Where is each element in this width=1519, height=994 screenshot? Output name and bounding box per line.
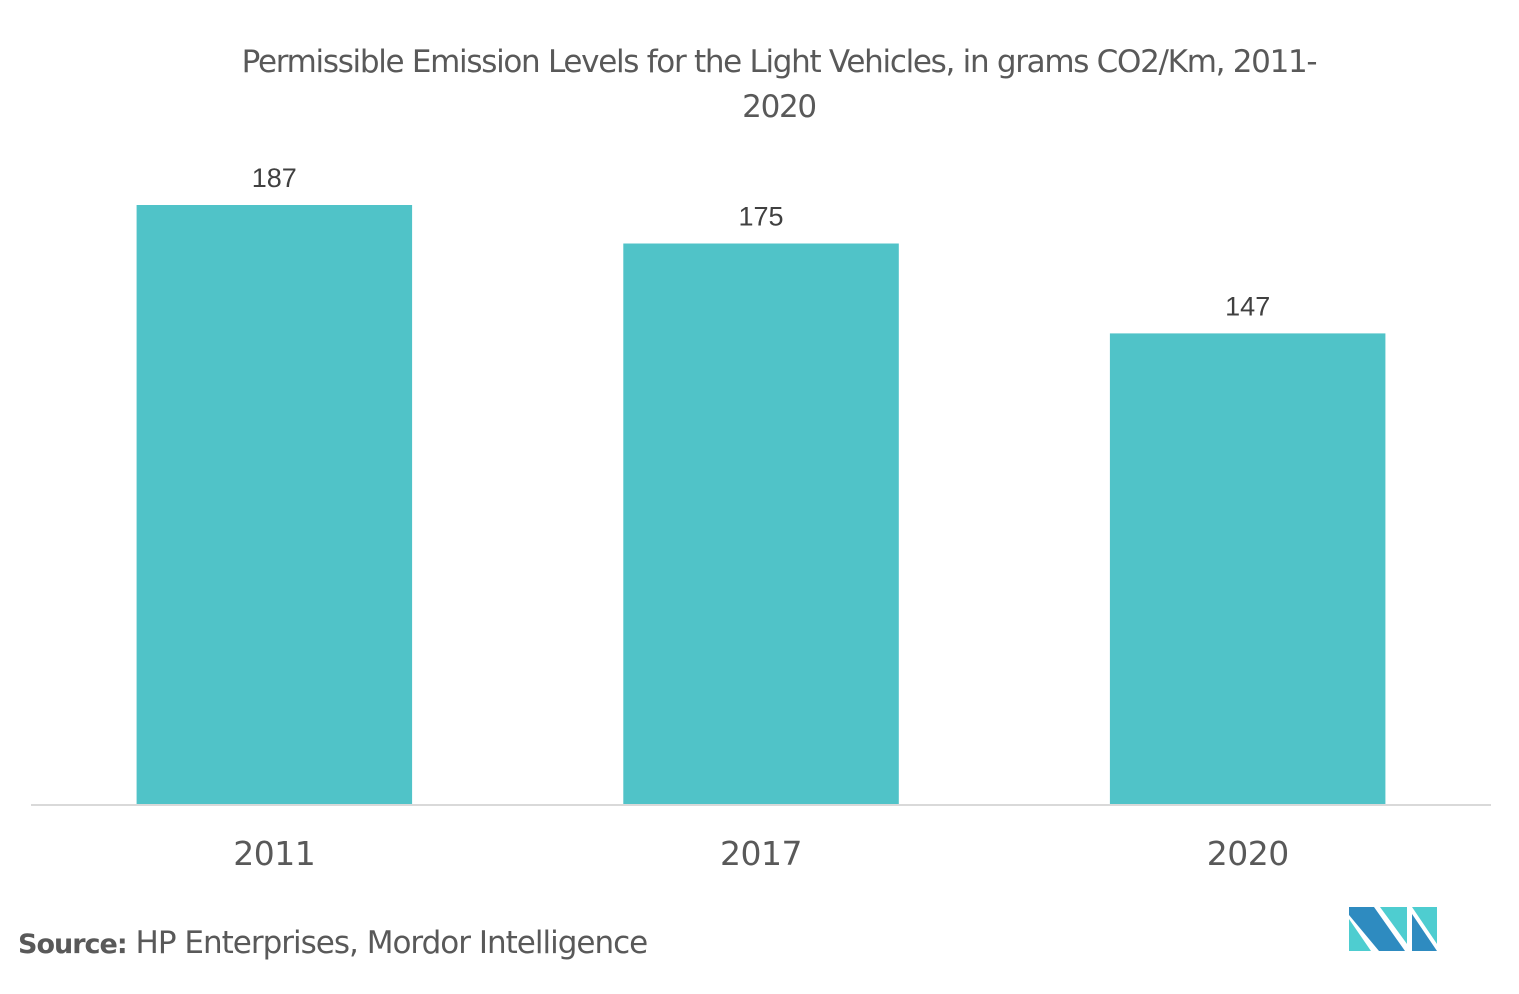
bar-2017 bbox=[623, 244, 899, 806]
x-tick-label-2020: 2020 bbox=[1207, 834, 1289, 873]
source-note: Source: HP Enterprises, Mordor Intellige… bbox=[18, 925, 647, 961]
x-tick-label-2011: 2011 bbox=[233, 834, 315, 873]
data-label-2017: 175 bbox=[738, 202, 783, 232]
bars-group bbox=[137, 205, 1386, 805]
bar-2011 bbox=[137, 205, 413, 805]
data-label-2020: 147 bbox=[1225, 291, 1270, 321]
bar-2020 bbox=[1110, 333, 1386, 805]
mordor-intelligence-logo-icon bbox=[1349, 906, 1439, 952]
x-tick-labels-group: 2011 2017 2020 bbox=[233, 834, 1288, 873]
x-tick-label-2017: 2017 bbox=[720, 834, 802, 873]
source-text: HP Enterprises, Mordor Intelligence bbox=[136, 925, 648, 961]
data-label-2011: 187 bbox=[252, 163, 297, 193]
source-label: Source: bbox=[18, 929, 127, 960]
